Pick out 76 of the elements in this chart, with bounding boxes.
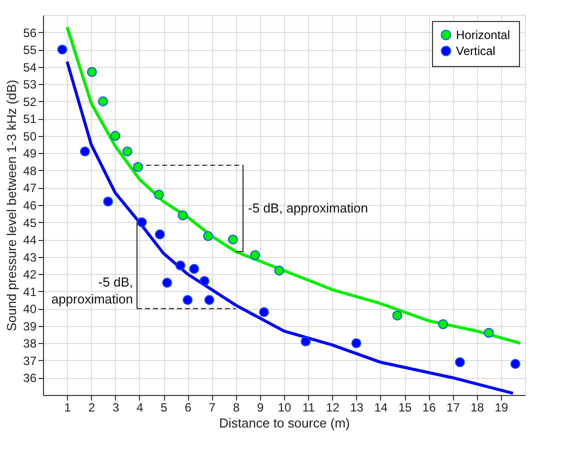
y-tick-label: 51 (23, 112, 37, 126)
point (154, 229, 165, 240)
x-tick-label: 7 (208, 400, 216, 414)
y-tick-label: 39 (23, 319, 37, 334)
point (300, 336, 311, 346)
point (392, 310, 402, 321)
x-tick-label: 9 (257, 400, 264, 414)
point (110, 130, 120, 141)
y-tick-label: 47 (23, 181, 37, 196)
y-tick-label: 48 (23, 164, 37, 178)
y-axis-title: Sound pressure level between 1-3 kHz (dB) (4, 80, 20, 332)
point (484, 328, 494, 338)
point (80, 146, 90, 156)
point (182, 295, 193, 305)
x-tick-label: 17 (446, 400, 460, 414)
x-tick-label: 11 (302, 400, 316, 414)
point (200, 276, 210, 286)
x-tick-label: 3 (112, 400, 120, 414)
x-tick-label: 16 (422, 400, 436, 414)
point (189, 264, 200, 274)
y-tick-label: 42 (23, 268, 37, 282)
point (162, 278, 172, 288)
y-tick-label: 54 (23, 60, 37, 74)
point (259, 307, 269, 318)
x-tick-label: 1 (64, 400, 72, 414)
point (203, 231, 214, 242)
annotation: -5 dB, approximation (51, 274, 133, 307)
y-tick-label: 56 (23, 26, 37, 40)
y-tick-label: 41 (23, 284, 37, 299)
point (274, 266, 284, 276)
x-tick-label: 14 (374, 400, 388, 414)
y-tick-label: 46 (23, 198, 37, 212)
x-tick-label: 13 (350, 400, 364, 414)
point (154, 190, 164, 200)
point (132, 162, 143, 172)
x-tick-label: 8 (232, 400, 240, 414)
x-tick-label: 15 (398, 400, 412, 414)
y-tick-label: 53 (23, 78, 37, 92)
y-tick-label: 45 (23, 216, 37, 230)
x-tick-label: 2 (88, 400, 96, 414)
annotation: -5 dB, approximation (248, 200, 368, 216)
y-tick-label: 49 (23, 146, 37, 161)
legend-label: Horizontal (456, 28, 510, 42)
x-tick-label: 19 (494, 400, 508, 414)
y-tick-label: 40 (23, 302, 37, 316)
x-tick-label: 5 (160, 400, 168, 414)
x-tick-label: 10 (278, 400, 292, 414)
y-tick-label: 38 (23, 336, 37, 351)
point (122, 146, 132, 156)
point (351, 338, 362, 348)
x-tick-label: 18 (470, 400, 484, 414)
y-tick-label: 55 (23, 43, 37, 58)
x-tick-label: 12 (326, 400, 340, 414)
point (98, 96, 108, 106)
point (57, 44, 68, 55)
point (204, 295, 214, 305)
point (136, 217, 147, 228)
y-tick-label: 37 (23, 354, 37, 368)
point (454, 357, 465, 368)
point (438, 319, 448, 330)
y-tick-label: 44 (23, 233, 37, 248)
x-tick-label: 4 (136, 400, 144, 414)
point (510, 358, 520, 369)
y-tick-label: 52 (23, 94, 37, 109)
point (228, 234, 238, 245)
x-tick-label: 6 (184, 400, 192, 414)
y-tick-label: 36 (23, 371, 37, 386)
point (86, 67, 97, 77)
y-tick-label: 50 (23, 129, 37, 144)
point (178, 210, 188, 220)
point (175, 260, 186, 270)
y-tick-label: 43 (23, 250, 37, 264)
legend-label: Vertical (456, 44, 496, 58)
point (103, 196, 114, 207)
point (250, 250, 260, 260)
x-axis-title: Distance to source (m) (219, 416, 350, 430)
